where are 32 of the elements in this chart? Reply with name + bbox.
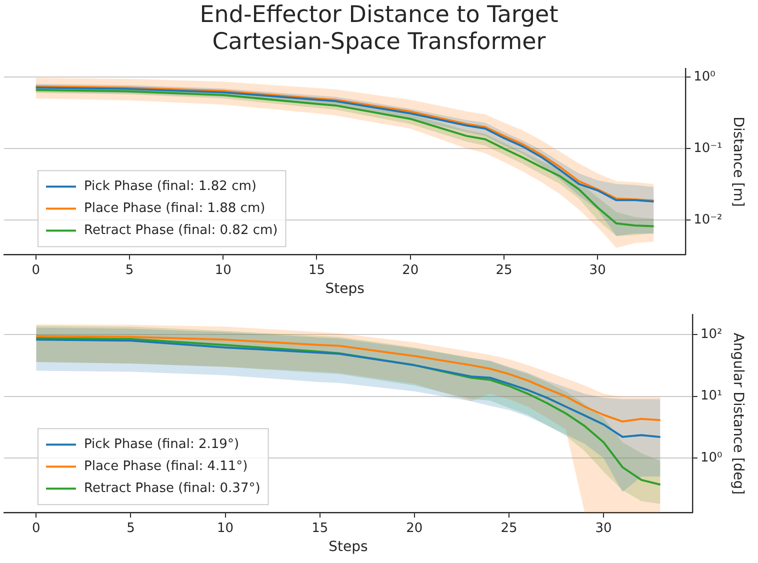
- x-tick-label: 10: [217, 520, 234, 536]
- chart-subtitle: Cartesian-Space Transformer: [211, 29, 547, 56]
- x-tick-label: 20: [402, 262, 419, 278]
- y-tick-label: 10⁰: [694, 69, 716, 84]
- legend-label: Place Phase (final: 4.11°): [84, 458, 248, 474]
- y-tick-label: 10⁻¹: [694, 140, 722, 156]
- y-tick-label: 10¹: [700, 388, 722, 404]
- legend-label: Pick Phase (final: 2.19°): [84, 436, 240, 452]
- chart-title: End-Effector Distance to Target: [198, 2, 560, 29]
- y-axis-title: Distance [m]: [730, 116, 746, 207]
- x-tick-label: 10: [214, 262, 232, 278]
- legend-label: Place Phase (final: 1.88 cm): [84, 200, 266, 216]
- x-tick-label: 15: [308, 262, 325, 278]
- y-tick-label: 10⁰: [700, 450, 722, 466]
- legend-label: Pick Phase (final: 1.82 cm): [84, 178, 256, 194]
- legend-label: Retract Phase (final: 0.37°): [84, 480, 260, 496]
- x-axis-title: Steps: [325, 281, 364, 298]
- legend-label: Retract Phase (final: 0.82 cm): [84, 222, 278, 238]
- x-axis-title: Steps: [328, 539, 368, 556]
- x-tick-label: 30: [595, 520, 612, 536]
- x-tick-label: 0: [32, 520, 40, 536]
- y-tick-label: 10²: [700, 327, 722, 342]
- x-tick-label: 30: [589, 262, 606, 278]
- x-tick-label: 5: [126, 520, 135, 536]
- x-tick-label: 5: [125, 262, 134, 278]
- x-tick-label: 25: [500, 520, 518, 536]
- x-tick-label: 20: [406, 520, 423, 536]
- y-tick-label: 10⁻²: [694, 212, 722, 228]
- x-tick-label: 0: [32, 262, 40, 278]
- y-axis-title: Angular Distance [deg]: [730, 332, 746, 495]
- x-tick-label: 15: [312, 520, 328, 536]
- x-tick-label: 25: [496, 262, 512, 278]
